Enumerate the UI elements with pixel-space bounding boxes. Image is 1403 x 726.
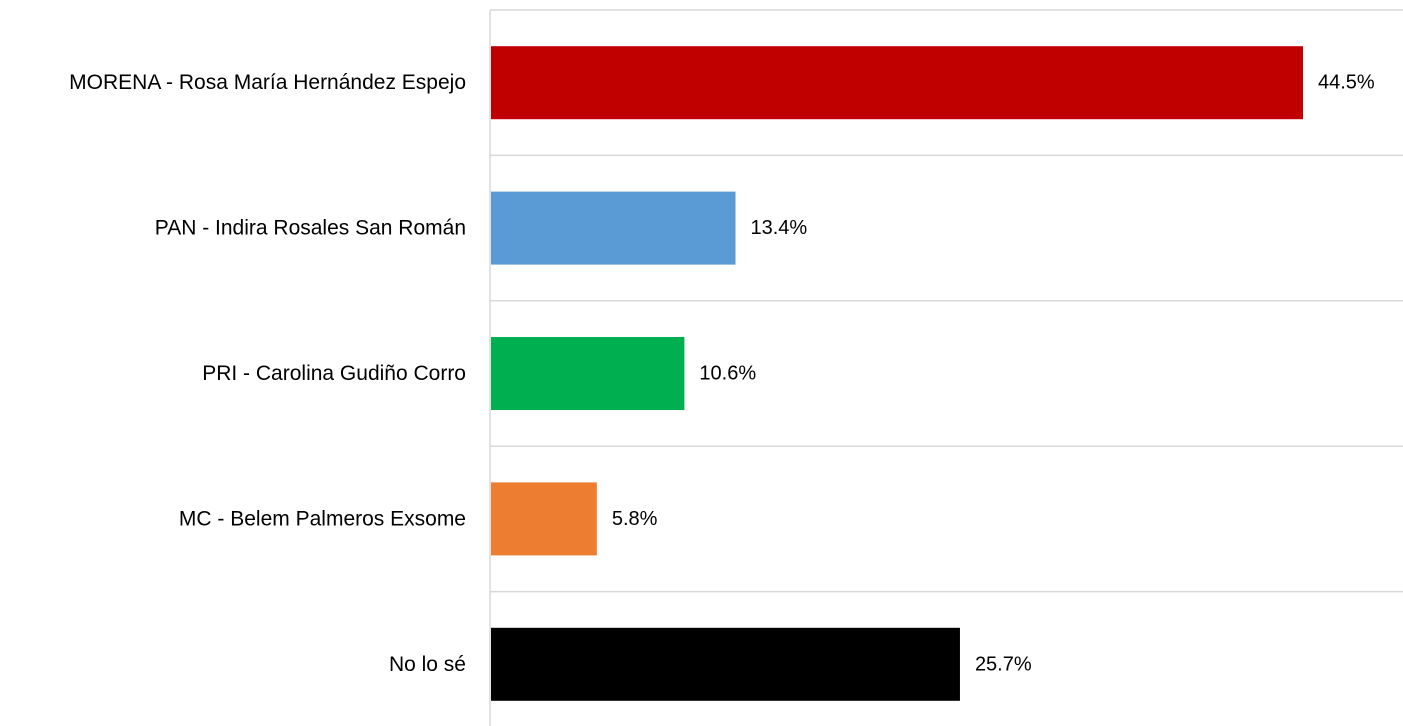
data-label: 44.5%: [1318, 72, 1375, 94]
data-label: 25.7%: [975, 653, 1032, 675]
category-label: MC - Belem Palmeros Exsome: [179, 507, 466, 530]
bar: [491, 482, 597, 556]
bar: [491, 337, 685, 410]
bar: [491, 46, 1303, 120]
value-labels: 44.5% 13.4% 10.6% 5.8% 25.7%: [612, 72, 1375, 676]
category-label: MORENA - Rosa María Hernández Espejo: [69, 71, 466, 94]
category-label: No lo sé: [389, 653, 466, 676]
category-label: PAN - Indira Rosales San Román: [155, 217, 466, 240]
category-label: PRI - Carolina Gudiño Corro: [202, 362, 466, 385]
data-label: 5.8%: [612, 508, 658, 530]
bars: [491, 46, 1303, 701]
bar: [491, 191, 736, 265]
data-label: 10.6%: [699, 363, 756, 385]
data-label: 13.4%: [751, 217, 808, 239]
bar: [491, 627, 960, 701]
category-labels: MORENA - Rosa María Hernández Espejo PAN …: [69, 71, 466, 676]
gridlines: [490, 9, 1403, 593]
